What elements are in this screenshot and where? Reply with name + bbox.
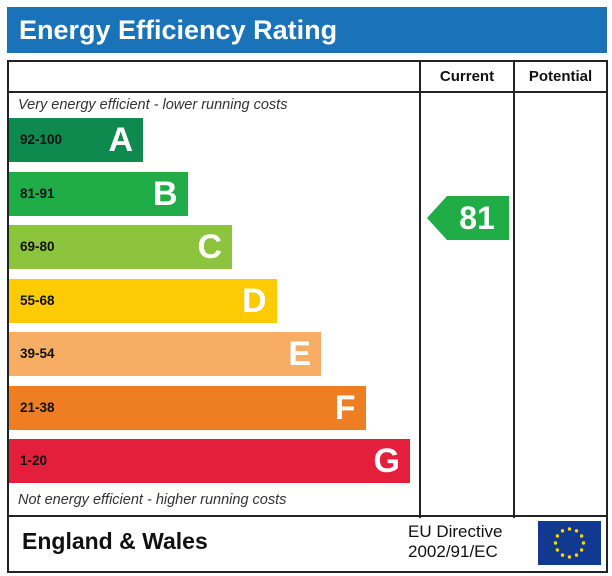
band-letter: A — [108, 121, 133, 159]
rating-band-a: 92-100 A — [9, 118, 143, 162]
band-range: 1-20 — [20, 453, 48, 468]
eu-star — [567, 527, 572, 531]
footer-divider — [7, 515, 608, 517]
eu-star — [574, 529, 579, 533]
eu-star — [574, 553, 579, 557]
divider-current — [419, 60, 421, 518]
band-letter: D — [241, 281, 267, 320]
band-range: 69-80 — [20, 239, 55, 254]
band-letter: B — [152, 174, 178, 213]
eu-star — [560, 553, 565, 557]
band-range: 55-68 — [20, 292, 55, 308]
rating-band-c: 69-80 C — [9, 225, 232, 269]
rating-band-g: 1-20 G — [9, 439, 410, 483]
eu-star — [553, 541, 558, 545]
rating-band-e: 39-54 E — [9, 332, 321, 376]
top-note: Very energy efficient - lower running co… — [18, 97, 288, 113]
rating-band-f: 21-38 F — [9, 385, 366, 430]
chart-title: Energy Efficiency Rating — [7, 7, 607, 53]
eu-star — [579, 534, 584, 538]
current-rating-value: 81 — [459, 200, 495, 236]
bottom-note: Not energy efficient - higher running co… — [18, 492, 287, 508]
eu-star — [560, 529, 565, 533]
rating-frame — [7, 60, 608, 573]
divider-potential — [513, 60, 515, 518]
eu-star — [555, 534, 560, 538]
band-range: 81-91 — [20, 185, 55, 201]
column-current-header: Current — [439, 68, 495, 85]
column-potential-header: Potential — [528, 68, 593, 85]
directive-line2: 2002/91/EC — [408, 542, 498, 561]
header-divider — [7, 91, 608, 93]
eu-star — [567, 555, 572, 559]
eu-star — [579, 548, 584, 552]
band-letter: E — [288, 335, 311, 373]
band-letter: F — [334, 388, 356, 427]
region-label: England & Wales — [22, 528, 208, 554]
rating-band-b: 81-91 B — [9, 171, 188, 216]
band-letter: C — [197, 228, 222, 266]
current-rating-arrow: 81 — [427, 196, 509, 240]
band-range: 21-38 — [20, 399, 55, 415]
eu-star — [581, 541, 586, 545]
band-range: 92-100 — [20, 132, 63, 147]
band-range: 39-54 — [20, 346, 55, 361]
eu-flag-icon — [538, 521, 601, 565]
band-letter: G — [373, 442, 400, 480]
eu-star — [555, 548, 560, 552]
directive-line1: EU Directive — [408, 522, 503, 541]
rating-band-d: 55-68 D — [9, 278, 277, 323]
eu-directive: EU Directive 2002/91/EC — [408, 522, 502, 562]
